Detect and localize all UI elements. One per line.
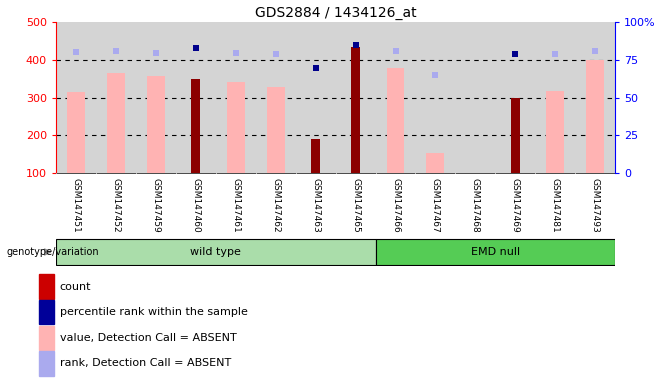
Text: GSM147469: GSM147469	[511, 178, 520, 233]
Bar	[191, 79, 200, 173]
Text: wild type: wild type	[190, 247, 241, 257]
Bar	[39, 300, 54, 324]
Text: GSM147452: GSM147452	[111, 178, 120, 233]
Bar	[266, 87, 285, 173]
Bar	[227, 82, 245, 173]
Text: percentile rank within the sample: percentile rank within the sample	[59, 307, 247, 317]
Bar	[426, 153, 444, 173]
Bar	[311, 139, 320, 173]
Text: GSM147460: GSM147460	[191, 178, 200, 233]
Text: GSM147493: GSM147493	[591, 178, 599, 233]
Bar	[376, 239, 615, 265]
Text: GSM147451: GSM147451	[72, 178, 80, 233]
Bar	[56, 239, 376, 265]
Title: GDS2884 / 1434126_at: GDS2884 / 1434126_at	[255, 6, 417, 20]
Bar	[511, 98, 520, 173]
Text: genotype/variation: genotype/variation	[7, 247, 99, 257]
Text: GSM147465: GSM147465	[351, 178, 360, 233]
Bar	[39, 326, 54, 350]
Text: GSM147468: GSM147468	[471, 178, 480, 233]
Bar	[39, 351, 54, 376]
Bar	[546, 91, 565, 173]
Text: GSM147461: GSM147461	[231, 178, 240, 233]
Text: rank, Detection Call = ABSENT: rank, Detection Call = ABSENT	[59, 359, 231, 369]
Text: value, Detection Call = ABSENT: value, Detection Call = ABSENT	[59, 333, 236, 343]
Bar	[67, 92, 85, 173]
Text: count: count	[59, 281, 91, 291]
Bar	[107, 73, 125, 173]
Text: EMD null: EMD null	[471, 247, 520, 257]
Text: GSM147459: GSM147459	[151, 178, 161, 233]
Bar	[351, 46, 360, 173]
Bar	[586, 60, 604, 173]
Bar	[386, 68, 405, 173]
Text: GSM147462: GSM147462	[271, 178, 280, 233]
Bar	[147, 76, 164, 173]
Bar	[39, 274, 54, 299]
Text: GSM147467: GSM147467	[431, 178, 440, 233]
Text: GSM147481: GSM147481	[551, 178, 560, 233]
Text: GSM147463: GSM147463	[311, 178, 320, 233]
Text: GSM147466: GSM147466	[391, 178, 400, 233]
